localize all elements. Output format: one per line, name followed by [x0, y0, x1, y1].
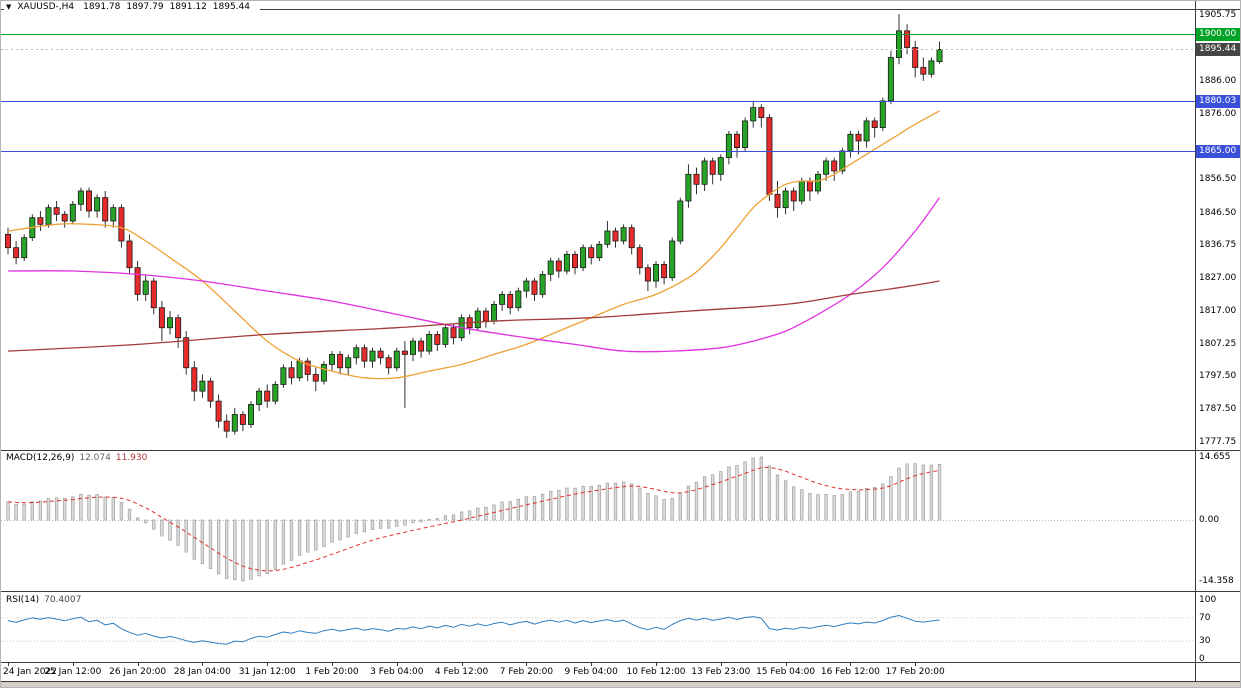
- macd-indicator-label: MACD(12,26,9) 12.074 11.930: [6, 453, 151, 463]
- time-axis-label: 26 Jan 20:00: [109, 667, 167, 677]
- macd-axis-label: -14.358: [1199, 576, 1234, 586]
- support-level-badge-lower: 1865.00: [1196, 145, 1240, 158]
- time-axis-label: 1 Feb 20:00: [305, 667, 359, 677]
- rsi-axis-label: 30: [1199, 636, 1211, 646]
- rsi-value: 70.4007: [44, 595, 82, 605]
- macd-histogram: [1, 456, 1195, 582]
- candles-layer: [5, 14, 943, 438]
- time-axis[interactable]: 24 Jan 2022 25 Jan 12:00 26 Jan 20:00 28 Ja…: [1, 663, 1195, 681]
- price-axis-label: 1886.00: [1199, 76, 1237, 86]
- time-axis-label: 31 Jan 12:00: [238, 667, 296, 677]
- rsi-line: [7, 615, 940, 645]
- rsi-axis-label: 100: [1199, 595, 1217, 605]
- macd-main-value: 12.074: [79, 453, 111, 463]
- time-axis-label: 16 Feb 12:00: [820, 667, 880, 677]
- time-axis-label: 4 Feb 12:00: [434, 667, 489, 677]
- macd-signal-value: 11.930: [115, 453, 148, 463]
- price-axis[interactable]: 1900.00 1895.44 1880.03 1865.00 1905.75 1…: [1196, 1, 1240, 682]
- price-axis-label: 1876.00: [1199, 109, 1237, 119]
- price-axis-label: 1797.50: [1199, 371, 1237, 381]
- level-lines-layer: [1, 33, 1195, 153]
- resistance-level-badge: 1900.00: [1196, 28, 1240, 41]
- dropdown-arrow-icon[interactable]: ▼: [6, 3, 12, 11]
- time-axis-label: 25 Jan 12:00: [44, 667, 102, 677]
- price-axis-label: 1827.00: [1199, 273, 1237, 283]
- macd-axis-label: 14.655: [1199, 452, 1231, 462]
- price-axis-label: 1856.50: [1199, 174, 1237, 184]
- price-axis-label: 1836.75: [1199, 240, 1237, 250]
- time-axis-label: 3 Feb 04:00: [370, 667, 424, 677]
- time-axis-label: 7 Feb 20:00: [499, 667, 554, 677]
- high-value: 1897.79: [126, 2, 164, 12]
- rsi-name: RSI(14): [6, 595, 40, 605]
- price-axis-label: 1777.75: [1199, 437, 1237, 447]
- time-axis-label: 10 Feb 12:00: [626, 667, 686, 677]
- rsi-indicator-label: RSI(14) 70.4007: [6, 595, 85, 605]
- time-axis-label: 15 Feb 04:00: [756, 667, 816, 677]
- time-axis-label: 28 Jan 04:00: [173, 667, 231, 677]
- close-value: 1895.44: [212, 2, 251, 12]
- open-value: 1891.78: [83, 2, 121, 12]
- time-axis-label: 17 Feb 20:00: [885, 667, 945, 677]
- macd-signal-line: [7, 466, 940, 572]
- price-axis-label: 1905.75: [1199, 10, 1237, 20]
- time-axis-label: 9 Feb 04:00: [564, 667, 618, 677]
- price-axis-label: 1817.00: [1199, 306, 1237, 316]
- low-value: 1891.12: [169, 2, 207, 12]
- price-axis-label: 1846.50: [1199, 208, 1237, 218]
- macd-name: MACD(12,26,9): [6, 453, 75, 463]
- time-ticks: [8, 662, 916, 666]
- rsi-axis-label: 70: [1199, 613, 1211, 623]
- price-axis-label: 1807.25: [1199, 339, 1237, 349]
- ohlc-readout: ▼ XAUUSD-,H4 1891.78 1897.79 1891.12 1895.44: [4, 2, 261, 13]
- support-level-badge-upper: 1880.03: [1196, 95, 1240, 108]
- rsi-axis-label: 0: [1199, 654, 1205, 664]
- symbol-period-label: XAUUSD-,H4: [17, 2, 75, 12]
- moving-averages-layer: [7, 110, 941, 380]
- time-axis-label: 13 Feb 23:00: [691, 667, 751, 677]
- macd-axis-label: 0.00: [1199, 515, 1220, 525]
- price-axis-label: 1787.50: [1199, 404, 1237, 414]
- time-axis-label: 24 Jan 2022: [3, 667, 57, 677]
- current-price-badge: 1895.44: [1196, 43, 1240, 56]
